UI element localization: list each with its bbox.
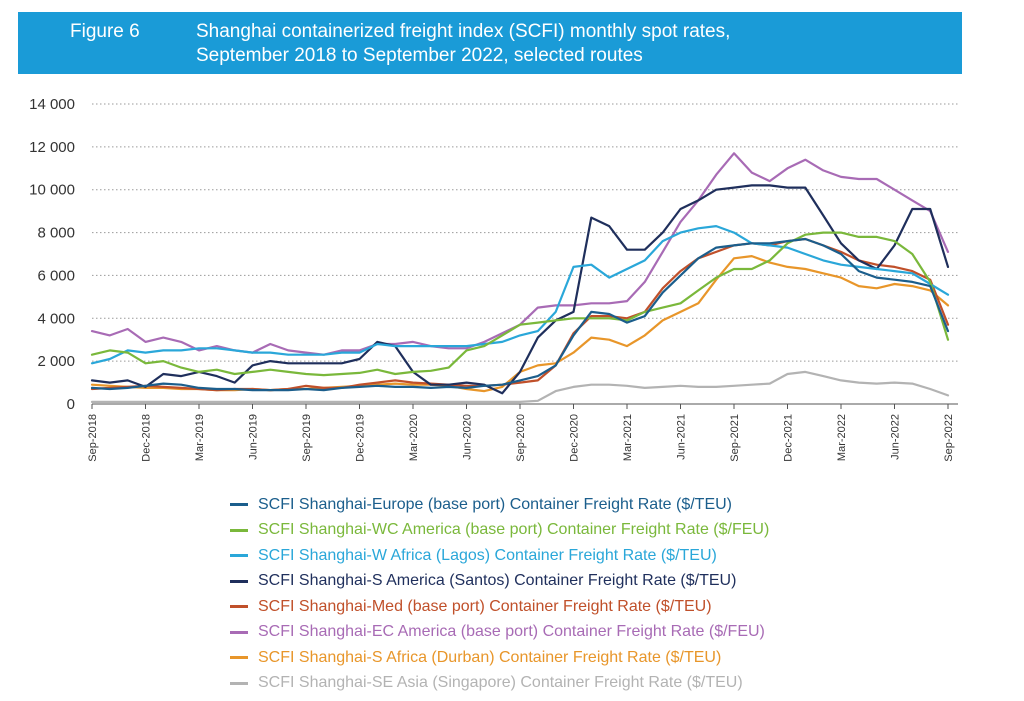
- x-tick-label: Jun-2020: [462, 414, 474, 460]
- figure-header: Figure 6 Shanghai containerized freight …: [18, 12, 962, 74]
- legend-item-7: SCFI Shanghai-SE Asia (Singapore) Contai…: [230, 671, 930, 697]
- x-tick-label: Dec-2018: [141, 414, 153, 462]
- legend-swatch: [230, 605, 248, 609]
- y-tick-label: 4 000: [37, 310, 75, 327]
- legend-item-0: SCFI Shanghai-Europe (base port) Contain…: [230, 492, 930, 518]
- x-tick-label: Sep-2022: [943, 414, 955, 462]
- y-tick-label: 10 000: [29, 182, 75, 199]
- figure-label: Figure 6: [70, 21, 140, 42]
- y-tick-label: 14 000: [29, 96, 75, 113]
- y-tick-label: 0: [67, 396, 75, 413]
- x-tick-label: Mar-2019: [194, 414, 206, 461]
- series-line-7: [90, 370, 950, 403]
- x-tick-label: Dec-2020: [569, 414, 581, 462]
- y-tick-label: 2 000: [37, 353, 75, 370]
- legend-swatch: [230, 681, 248, 685]
- series-line-1: [90, 231, 950, 377]
- legend-label: SCFI Shanghai-WC America (base port) Con…: [258, 521, 770, 539]
- y-tick-label: 6 000: [37, 267, 75, 284]
- series-line-3: [90, 184, 950, 395]
- legend-item-1: SCFI Shanghai-WC America (base port) Con…: [230, 518, 930, 544]
- legend-item-5: SCFI Shanghai-EC America (base port) Con…: [230, 620, 930, 646]
- legend-label: SCFI Shanghai-Med (base port) Container …: [258, 597, 712, 615]
- x-tick-label: Mar-2022: [836, 414, 848, 461]
- legend-label: SCFI Shanghai-W Africa (Lagos) Container…: [258, 546, 717, 564]
- legend-swatch: [230, 503, 248, 507]
- x-tick-label: Mar-2021: [622, 414, 634, 461]
- legend-label: SCFI Shanghai-SE Asia (Singapore) Contai…: [258, 674, 743, 692]
- x-tick-label: Sep-2021: [729, 414, 741, 462]
- x-tick-label: Dec-2019: [355, 414, 367, 462]
- x-tick-label: Sep-2019: [301, 414, 313, 462]
- legend-item-3: SCFI Shanghai-S America (Santos) Contain…: [230, 569, 930, 595]
- legend-swatch: [230, 554, 248, 558]
- series-line-2: [90, 225, 950, 365]
- x-tick-label: Jun-2022: [890, 414, 902, 460]
- x-tick-label: Jun-2019: [248, 414, 260, 460]
- legend-swatch: [230, 630, 248, 634]
- series-line-0: [90, 237, 950, 392]
- figure-title: Shanghai containerized freight index (SC…: [196, 20, 936, 68]
- x-tick-label: Dec-2021: [783, 414, 795, 462]
- chart-legend: SCFI Shanghai-Europe (base port) Contain…: [230, 492, 930, 696]
- x-tick-label: Jun-2021: [676, 414, 688, 460]
- figure-title-line2: September 2018 to September 2022, select…: [196, 45, 643, 66]
- x-tick-label: Mar-2020: [408, 414, 420, 461]
- legend-label: SCFI Shanghai-Europe (base port) Contain…: [258, 495, 732, 513]
- legend-swatch: [230, 528, 248, 532]
- legend-item-6: SCFI Shanghai-S Africa (Durban) Containe…: [230, 645, 930, 671]
- figure-title-line1: Shanghai containerized freight index (SC…: [196, 21, 731, 42]
- series-line-4: [90, 237, 950, 392]
- legend-swatch: [230, 579, 248, 583]
- legend-swatch: [230, 656, 248, 660]
- x-tick-label: Sep-2020: [515, 414, 527, 462]
- y-tick-label: 8 000: [37, 225, 75, 242]
- legend-label: SCFI Shanghai-S Africa (Durban) Containe…: [258, 648, 722, 666]
- y-tick-label: 12 000: [29, 139, 75, 156]
- x-tick-label: Sep-2018: [87, 414, 99, 462]
- legend-item-2: SCFI Shanghai-W Africa (Lagos) Container…: [230, 543, 930, 569]
- legend-item-4: SCFI Shanghai-Med (base port) Container …: [230, 594, 930, 620]
- legend-label: SCFI Shanghai-EC America (base port) Con…: [258, 623, 765, 641]
- legend-label: SCFI Shanghai-S America (Santos) Contain…: [258, 572, 737, 590]
